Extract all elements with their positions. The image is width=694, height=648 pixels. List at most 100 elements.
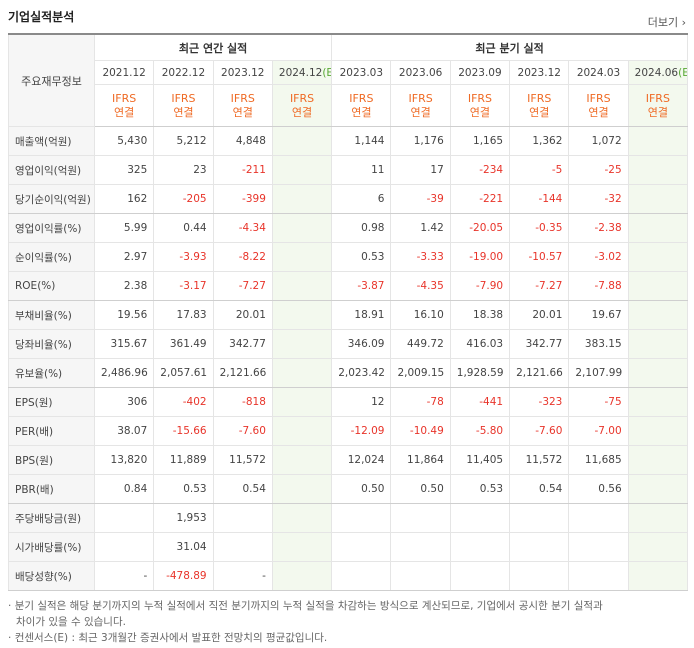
standard-header: IFRS 연결 — [93, 84, 155, 127]
value-cell: -2.38 — [568, 213, 629, 243]
standard-header: IFRS 연결 — [627, 84, 689, 127]
value-cell: 325 — [93, 155, 155, 185]
value-cell: -323 — [509, 387, 570, 417]
value-cell — [271, 213, 333, 243]
scope: 연결 — [588, 105, 609, 119]
value-cell: -7.88 — [568, 271, 629, 301]
value-cell: 12 — [331, 387, 392, 417]
value-cell: -478.89 — [153, 561, 214, 591]
table-body: 매출액(억원) 5,430 5,212 4,848 1,144 1,176 1,165 1,3… — [8, 126, 689, 591]
value-cell: 0.53 — [331, 242, 392, 272]
scope: 연결 — [469, 105, 491, 119]
value-cell — [271, 474, 333, 504]
value-cell — [627, 213, 689, 243]
period-header: 2023.06 — [390, 60, 451, 85]
value-cell — [449, 503, 511, 533]
value-cell — [390, 532, 451, 562]
basis: IFRS — [230, 91, 255, 105]
value-cell: 11,572 — [212, 445, 273, 475]
value-cell: 12,024 — [331, 445, 392, 475]
value-cell: -12.09 — [331, 416, 392, 446]
data-row: 당좌비율(%) 315.67 361.49 342.77 346.09 449.72 416… — [8, 329, 689, 359]
data-row: 매출액(억원) 5,430 5,212 4,848 1,144 1,176 1,165 1,3… — [8, 126, 689, 156]
value-cell: -7.60 — [509, 416, 570, 446]
basis: IFRS — [467, 91, 493, 105]
value-cell: 2,121.66 — [212, 358, 273, 388]
value-cell — [271, 155, 333, 185]
corner-header: 주요재무정보 — [8, 33, 95, 127]
period-row: 2021.122022.122023.122024.12(E)2023.0320… — [9, 60, 689, 85]
value-cell — [390, 503, 451, 533]
more-link[interactable]: 더보기 › — [647, 16, 686, 29]
value-cell — [331, 561, 392, 591]
period-date: 2024.06 — [634, 66, 679, 79]
row-label: 영업이익률(%) — [8, 213, 95, 243]
value-cell: 0.44 — [153, 213, 214, 243]
value-cell: 17.83 — [153, 300, 214, 330]
value-cell: 11,572 — [509, 445, 570, 475]
value-cell — [212, 503, 273, 533]
value-cell: -818 — [212, 387, 273, 417]
data-row: EPS(원) 306 -402 -818 12 -78 -441 -323 -75 — [8, 387, 689, 417]
data-row: 영업이익률(%) 5.99 0.44 -4.34 0.98 1.42 -20.05 -0.35… — [8, 213, 689, 243]
value-cell: -3.17 — [153, 271, 214, 301]
basis: IFRS — [171, 91, 196, 105]
row-label: 배당성향(%) — [8, 561, 95, 591]
row-label: 유보율(%) — [8, 358, 95, 388]
value-cell: 383.15 — [568, 329, 629, 359]
period-header: 2022.12 — [153, 60, 214, 85]
value-cell: 11,405 — [449, 445, 511, 475]
row-label: 시가배당률(%) — [8, 532, 95, 562]
period-date: 2023.09 — [458, 66, 502, 79]
value-cell: -4.34 — [212, 213, 273, 243]
note: · 컨센서스(E) : 최근 3개월간 증권사에서 발표한 전망치의 평균값입니… — [8, 632, 328, 644]
data-row: ROE(%) 2.38 -3.17 -7.27 -3.87 -4.35 -7.90 -7.27… — [8, 271, 689, 301]
standard-header: IFRS 연결 — [390, 84, 451, 127]
value-cell — [627, 184, 689, 214]
value-cell — [271, 329, 333, 359]
value-cell — [271, 561, 333, 591]
table-head: 주요재무정보 최근 연간 실적 최근 분기 실적 2021.12 2022.12 2023… — [8, 33, 689, 127]
value-cell — [627, 155, 689, 185]
value-cell: 18.91 — [331, 300, 392, 330]
period-header: 2023.12 — [212, 60, 273, 85]
value-cell: -441 — [449, 387, 511, 417]
value-cell — [627, 300, 689, 330]
value-cell: 1.42 — [390, 213, 451, 243]
more-text[interactable]: 더보기 — [647, 16, 679, 29]
standard-row: IFRS 연결 IFRS 연결 IFRS 연결 IFRS 연결 IFRS 연결 IFRS 연결 IFRS… — [9, 84, 689, 127]
period-date: 2021.12 — [102, 66, 146, 79]
value-cell: 2,023.42 — [331, 358, 392, 388]
value-cell: -399 — [212, 184, 273, 214]
value-cell: 11,685 — [568, 445, 629, 475]
value-cell: 342.77 — [509, 329, 570, 359]
group-header-row: 주요재무정보 최근 연간 실적 최근 분기 실적 — [8, 33, 688, 127]
value-cell — [271, 387, 333, 417]
value-cell: -402 — [153, 387, 214, 417]
period-date: 2023.03 — [339, 66, 384, 79]
value-cell: 0.98 — [331, 213, 392, 243]
value-cell: - — [93, 561, 155, 591]
value-cell: -3.87 — [331, 271, 392, 301]
note: · 분기 실적은 해당 분기까지의 누적 실적에서 직전 분기까지의 누적 실적… — [8, 600, 603, 628]
value-cell: -3.33 — [390, 242, 451, 272]
value-cell: -75 — [568, 387, 629, 417]
value-cell: 2.97 — [93, 242, 155, 272]
value-cell: 16.10 — [390, 300, 451, 330]
value-cell: 0.50 — [390, 474, 451, 504]
value-cell: 361.49 — [153, 329, 214, 359]
data-row: 부채비율(%) 19.56 17.83 20.01 18.91 16.10 18.38 20.… — [8, 300, 689, 330]
row-label: 순이익률(%) — [8, 242, 95, 272]
period-header: 2024.06(E) — [627, 60, 689, 85]
value-cell: -25 — [568, 155, 629, 185]
value-cell: -7.27 — [212, 271, 273, 301]
value-cell: 0.84 — [93, 474, 155, 504]
data-row: 시가배당률(%) 31.04 — [8, 532, 689, 562]
value-cell: 20.01 — [509, 300, 570, 330]
basis: IFRS — [112, 91, 137, 105]
value-cell — [93, 503, 155, 533]
row-label: ROE(%) — [8, 271, 95, 301]
data-row: 유보율(%) 2,486.96 2,057.61 2,121.66 2,023.42 2,… — [8, 358, 689, 388]
value-cell: -5 — [509, 155, 570, 185]
data-row: 주당배당금(원) 1,953 — [8, 503, 689, 533]
